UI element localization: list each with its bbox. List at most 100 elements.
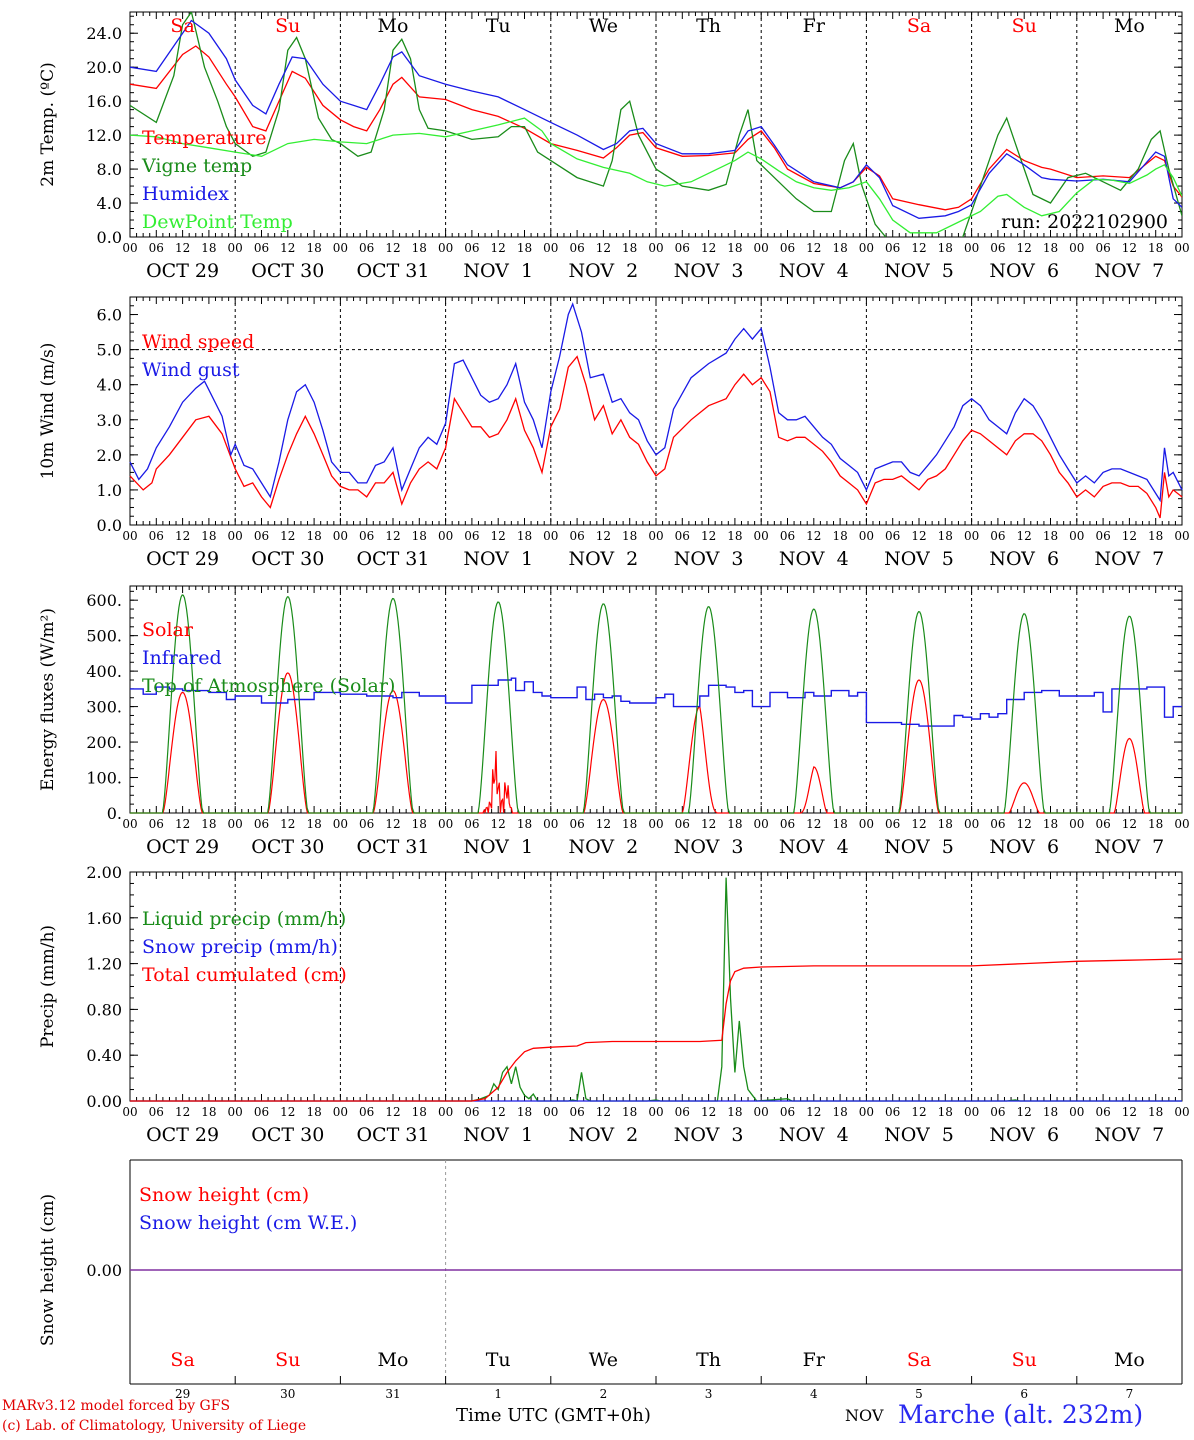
series-line-top-of-atmosphere-solar- xyxy=(130,594,1182,814)
legend-snow-precip-mm-h-: Snow precip (mm/h) xyxy=(142,936,338,958)
hour-tick-label: 06 xyxy=(990,529,1005,543)
panel-energy: 0. 100. 200. 300. 400. 500. 600. Energy fluxes … xyxy=(38,585,1190,858)
hour-tick-label: 18 xyxy=(832,1105,847,1119)
hour-tick-label: 00 xyxy=(438,817,453,831)
date-label: NOV 6 xyxy=(989,260,1059,282)
y-axis-label: Energy fluxes (W/m²) xyxy=(38,608,58,791)
hour-tick-label: 12 xyxy=(701,1105,716,1119)
hour-tick-label: 18 xyxy=(1148,241,1163,255)
day-name-label: Tu xyxy=(486,1349,511,1371)
hour-tick-label: 18 xyxy=(412,529,427,543)
date-label: NOV 5 xyxy=(884,836,954,858)
hour-tick-label: 18 xyxy=(306,1105,321,1119)
plot-frame xyxy=(129,11,1183,238)
hour-tick-label: 18 xyxy=(517,817,532,831)
hour-tick-label: 18 xyxy=(517,529,532,543)
date-label: NOV 4 xyxy=(779,1124,849,1146)
y-tick-label: 200. xyxy=(86,733,122,752)
hour-tick-label: 06 xyxy=(464,817,479,831)
hour-tick-label: 18 xyxy=(201,529,216,543)
y-axis-label: Snow height (cm) xyxy=(38,1194,58,1346)
day-number-label: 1 xyxy=(494,1387,502,1401)
series-line-wind-gust xyxy=(129,302,1183,503)
hour-tick-label: 06 xyxy=(885,241,900,255)
y-tick-label: 4.0 xyxy=(97,376,122,395)
hour-tick-label: 06 xyxy=(569,241,584,255)
hour-tick-label: 18 xyxy=(412,817,427,831)
y-tick-label: 0.00 xyxy=(86,1092,122,1111)
hour-tick-label: 12 xyxy=(491,1105,506,1119)
date-label: OCT 29 xyxy=(146,548,219,570)
hour-tick-label: 12 xyxy=(175,241,190,255)
hour-tick-label: 00 xyxy=(438,529,453,543)
y-axis-label: Precip (mm/h) xyxy=(38,925,58,1048)
hour-tick-label: 00 xyxy=(438,1105,453,1119)
hour-tick-label: 00 xyxy=(1069,241,1084,255)
hour-tick-label: 00 xyxy=(1174,817,1189,831)
hour-tick-label: 06 xyxy=(464,1105,479,1119)
hour-tick-label: 00 xyxy=(228,817,243,831)
hour-tick-label: 06 xyxy=(569,1105,584,1119)
legend-snow-height-cm-: Snow height (cm) xyxy=(139,1184,309,1206)
hour-tick-label: 12 xyxy=(1122,529,1137,543)
hour-tick-label: 00 xyxy=(859,241,874,255)
hour-tick-label: 12 xyxy=(806,529,821,543)
y-tick-label: 12.0 xyxy=(86,126,122,145)
hour-tick-label: 06 xyxy=(780,529,795,543)
hour-tick-label: 00 xyxy=(333,1105,348,1119)
hour-tick-label: 00 xyxy=(543,817,558,831)
hour-tick-label: 00 xyxy=(648,529,663,543)
hour-tick-label: 00 xyxy=(228,241,243,255)
date-label: NOV 6 xyxy=(989,836,1059,858)
hour-tick-label: 06 xyxy=(675,817,690,831)
hour-tick-label: 18 xyxy=(1043,1105,1058,1119)
day-name-label: Mo xyxy=(1114,15,1145,37)
hour-tick-label: 00 xyxy=(859,817,874,831)
date-label: NOV 7 xyxy=(1095,836,1165,858)
panel-precip: 0.00 0.40 0.80 1.20 1.60 2.00 Precip (mm/h) Liq… xyxy=(38,863,1190,1146)
hour-tick-label: 00 xyxy=(964,241,979,255)
y-tick-label: 0.40 xyxy=(86,1046,122,1065)
hour-tick-label: 06 xyxy=(464,241,479,255)
hour-tick-label: 18 xyxy=(1043,241,1058,255)
hour-tick-label: 00 xyxy=(1069,529,1084,543)
y-tick-label: 5.0 xyxy=(97,341,122,360)
hour-tick-label: 12 xyxy=(806,241,821,255)
hour-tick-label: 18 xyxy=(938,817,953,831)
hour-tick-label: 00 xyxy=(543,1105,558,1119)
hour-tick-label: 12 xyxy=(806,1105,821,1119)
series-line-liquid-precip-mm-h- xyxy=(130,877,1182,1102)
date-label: NOV 7 xyxy=(1095,260,1165,282)
hour-tick-label: 12 xyxy=(1122,241,1137,255)
hour-tick-label: 18 xyxy=(1148,817,1163,831)
hour-tick-label: 00 xyxy=(754,1105,769,1119)
hour-tick-label: 06 xyxy=(780,1105,795,1119)
hour-tick-label: 06 xyxy=(990,817,1005,831)
hour-tick-label: 00 xyxy=(333,817,348,831)
day-name-label: Su xyxy=(275,1349,300,1371)
hour-tick-label: 06 xyxy=(359,529,374,543)
y-tick-label: 1.20 xyxy=(86,955,122,974)
hour-tick-label: 00 xyxy=(333,529,348,543)
hour-tick-label: 12 xyxy=(701,241,716,255)
date-label: OCT 29 xyxy=(146,260,219,282)
hour-tick-label: 18 xyxy=(832,529,847,543)
day-number-label: 5 xyxy=(915,1387,923,1401)
hour-tick-label: 00 xyxy=(754,241,769,255)
legend-dewpoint-temp: DewPoint Temp xyxy=(142,211,293,233)
hour-tick-label: 06 xyxy=(254,241,269,255)
series-line-vigne-temp xyxy=(130,12,1182,237)
date-label: NOV 5 xyxy=(884,1124,954,1146)
hour-tick-label: 00 xyxy=(1174,241,1189,255)
date-label: NOV 2 xyxy=(569,1124,639,1146)
hour-tick-label: 06 xyxy=(569,817,584,831)
hour-tick-label: 18 xyxy=(727,241,742,255)
hour-tick-label: 06 xyxy=(149,1105,164,1119)
hour-tick-label: 12 xyxy=(491,529,506,543)
date-label: NOV 4 xyxy=(779,836,849,858)
hour-tick-label: 00 xyxy=(859,529,874,543)
date-label: OCT 30 xyxy=(251,836,324,858)
hour-tick-label: 06 xyxy=(780,817,795,831)
hour-tick-label: 12 xyxy=(280,817,295,831)
legend-wind-gust: Wind gust xyxy=(142,359,240,381)
